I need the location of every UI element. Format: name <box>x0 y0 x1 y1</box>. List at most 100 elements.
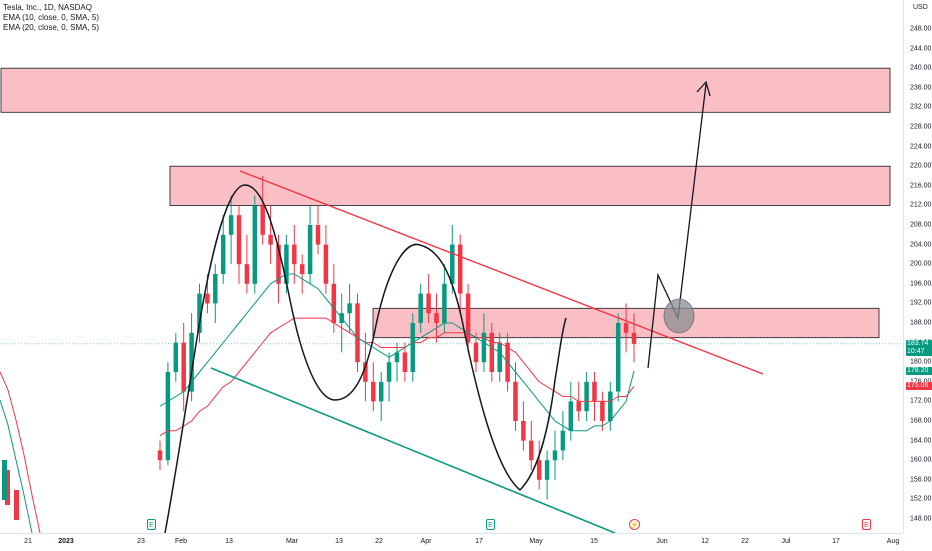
candle-body <box>584 381 589 412</box>
earnings-icon[interactable]: E <box>147 519 156 530</box>
earnings-icon[interactable]: E <box>862 519 871 530</box>
time-tick-label: Feb <box>174 538 188 545</box>
candle-body <box>315 225 321 245</box>
candle-body <box>521 421 526 441</box>
price-tick-label: 240.00 <box>910 64 932 72</box>
resistance-zone <box>169 165 891 206</box>
candle-body <box>536 460 542 480</box>
legend-ema10[interactable]: EMA (10, close, 0, SMA, 5) <box>3 13 100 22</box>
candle-body <box>426 293 431 314</box>
candle-body <box>442 283 447 323</box>
candle-body <box>244 264 250 284</box>
time-tick-label: 15 <box>590 538 598 545</box>
candle-body <box>450 244 455 284</box>
price-tick-label: 200.00 <box>910 260 932 268</box>
price-tick-label: 180.00 <box>910 358 932 366</box>
candle-body <box>497 342 502 372</box>
candle-body <box>615 323 621 392</box>
legend-ema20[interactable]: EMA (20, close, 0, SMA, 5) <box>3 23 100 32</box>
price-scale[interactable]: USD 248.00 244.00 240.00 236.00 232.00 228.00… <box>903 0 932 533</box>
candle-body <box>402 352 408 372</box>
candle-body <box>592 381 597 402</box>
price-tick-label: 148.00 <box>910 515 932 523</box>
resistance-trendline <box>239 170 764 375</box>
candle-body <box>600 401 605 421</box>
candle-body <box>5 470 10 505</box>
candle-body <box>228 215 234 235</box>
time-tick-label: 17 <box>475 538 483 545</box>
candle-body <box>236 215 242 265</box>
candle-body <box>260 205 265 235</box>
time-tick-label: 13 <box>225 538 233 545</box>
candle-body <box>552 450 558 461</box>
candle-body <box>363 362 368 382</box>
candle-body <box>465 293 471 343</box>
candle-body <box>14 490 19 520</box>
candle-body <box>386 362 392 382</box>
candle-body <box>371 381 376 402</box>
price-tick-label: 208.00 <box>910 221 932 229</box>
candle-body <box>560 430 566 451</box>
dividend-icon[interactable]: ⚡ <box>629 519 640 530</box>
candle-body <box>347 303 352 314</box>
chart-area[interactable]: Tesla, Inc., 1D, NASDAQ EMA (10, close, … <box>0 0 903 533</box>
price-tick-label: 224.00 <box>910 143 932 151</box>
price-tick-label: 220.00 <box>910 162 932 170</box>
ema20-line <box>0 371 41 533</box>
currency-label: USD <box>913 4 928 11</box>
ema20-price-label: 175.06 <box>906 382 932 390</box>
candle-body <box>378 381 384 402</box>
time-tick-label: 2023 <box>58 538 74 545</box>
ema10-line <box>0 399 33 533</box>
legend: Tesla, Inc., 1D, NASDAQ EMA (10, close, … <box>3 3 99 33</box>
candle-body <box>489 332 495 372</box>
legend-title[interactable]: Tesla, Inc., 1D, NASDAQ <box>3 3 92 12</box>
price-tick-label: 160.00 <box>910 456 932 464</box>
candle-body <box>576 401 581 412</box>
price-tick-label: 172.00 <box>910 397 932 405</box>
price-tick-label: 156.00 <box>910 476 932 484</box>
time-tick-label: Jun <box>656 538 668 545</box>
candle-body <box>213 274 218 304</box>
candle-body <box>568 401 574 431</box>
candle-body <box>165 372 171 461</box>
price-tick-label: 244.00 <box>910 45 932 53</box>
candle-body <box>181 342 186 392</box>
last-price-label: 183.74 10:47 <box>906 340 932 356</box>
arrow-head-icon <box>696 80 711 97</box>
candle-body <box>173 342 179 372</box>
price-tick-label: 168.00 <box>910 417 932 425</box>
candle-body <box>481 332 487 363</box>
time-tick-label: Mar <box>285 538 299 545</box>
candle-body <box>513 381 518 421</box>
resistance-zone <box>0 67 891 113</box>
ema10-line <box>159 273 635 432</box>
time-scale[interactable]: 21 2023 23 Feb 13 Mar 13 22 Apr 17 May 15 Jun 12 22 Jul… <box>0 533 903 551</box>
candle-body <box>623 323 629 333</box>
price-tick-label: 236.00 <box>910 84 932 92</box>
price-tick-label: 248.00 <box>910 25 932 33</box>
time-tick-label: Apr <box>420 538 432 545</box>
time-tick-label: 17 <box>832 538 840 545</box>
breakout-marker <box>663 298 695 334</box>
candle-body <box>220 234 226 274</box>
candle-body <box>529 440 534 461</box>
candle-body <box>252 205 258 284</box>
candle-body <box>394 352 400 363</box>
time-tick-label: Aug <box>886 538 900 545</box>
price-tick-label: 216.00 <box>910 182 932 190</box>
price-tick-label: 204.00 <box>910 241 932 249</box>
hand-drawn-wave <box>164 184 567 533</box>
price-tick-label: 176.00 <box>910 378 931 385</box>
price-tick-label: 232.00 <box>910 103 932 111</box>
time-tick-label: Jul <box>781 538 791 545</box>
candle-body <box>457 244 463 294</box>
earnings-icon[interactable]: E <box>486 519 495 530</box>
candle-body <box>292 244 297 265</box>
time-tick-label: May <box>529 538 543 545</box>
price-chart[interactable] <box>0 0 903 533</box>
time-tick-label: 22 <box>375 538 383 545</box>
candle-body <box>544 460 550 480</box>
ema10-price-label: 178.20 <box>906 367 932 375</box>
candle-body <box>157 450 163 461</box>
